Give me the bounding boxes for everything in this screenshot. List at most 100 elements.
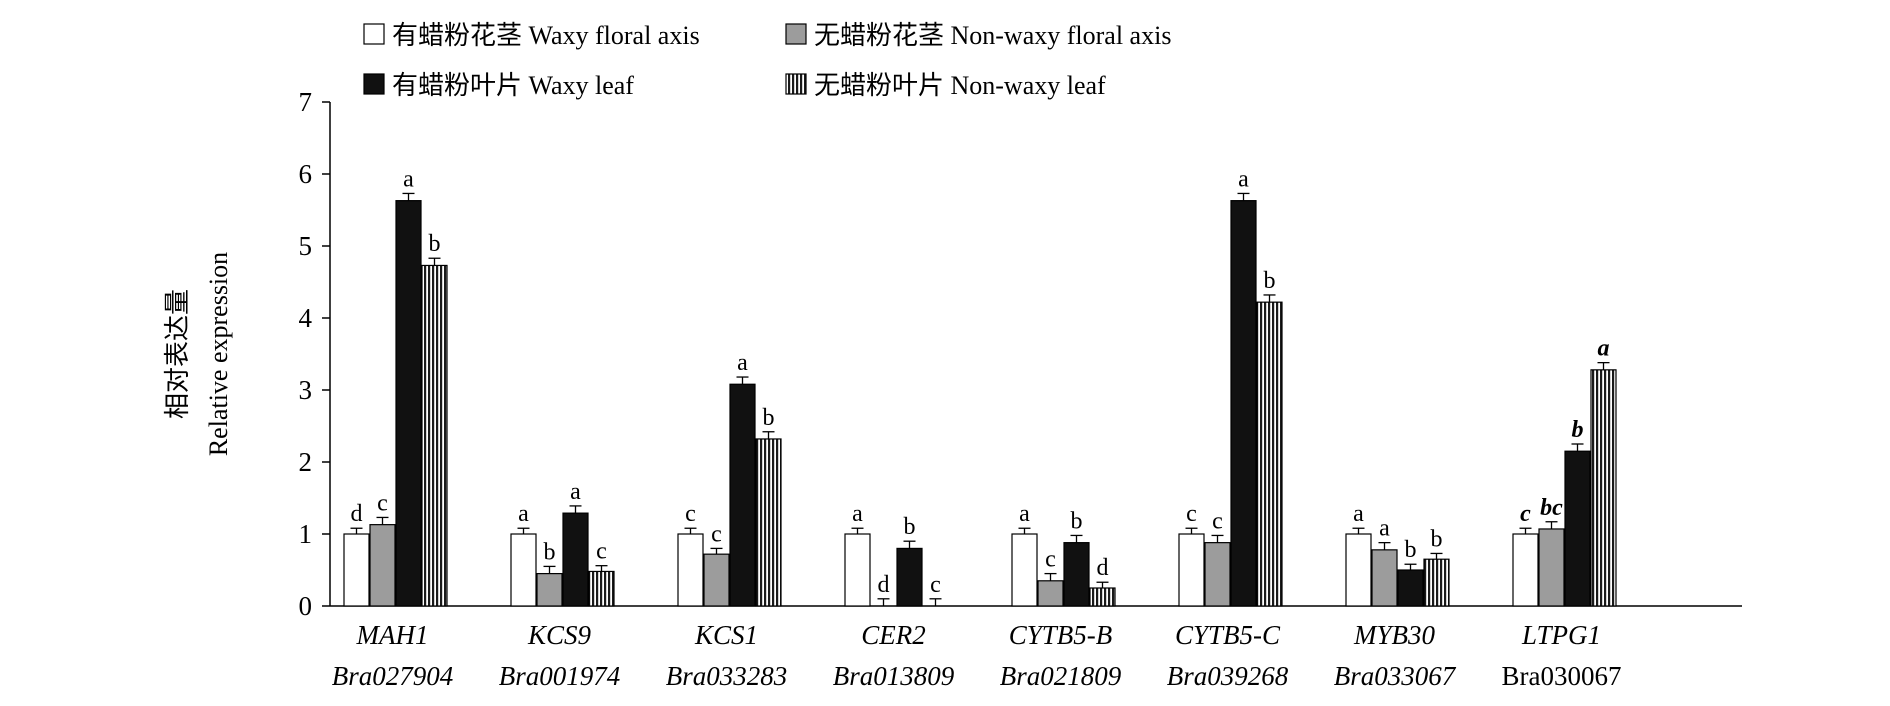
- bar: [1397, 569, 1424, 607]
- significance-letter: a: [1238, 166, 1249, 192]
- x-tick-label-id: Bra039268: [1167, 661, 1289, 691]
- x-tick-label-id: Bra021809: [1000, 661, 1122, 691]
- significance-letter: a: [852, 501, 863, 527]
- x-tick-label-gene: KCS9: [527, 620, 592, 650]
- x-tick-label-gene: CYTB5-C: [1175, 620, 1281, 650]
- y-tick-label: 7: [299, 87, 313, 117]
- significance-letter: c: [377, 490, 388, 516]
- significance-letter: b: [1071, 508, 1083, 534]
- bar: [1538, 528, 1565, 607]
- y-ticks: 0 1 2 3 4 5 6 7: [299, 87, 330, 621]
- bar: [1256, 301, 1283, 607]
- significance-letter: c: [711, 521, 722, 547]
- significance-letter: bc: [1540, 495, 1563, 521]
- y-axis-title-cn: 相对表达量: [163, 289, 192, 419]
- legend-item: 无蜡粉花茎 Non-waxy floral axis: [785, 21, 1171, 50]
- legend-label: 无蜡粉花茎 Non-waxy floral axis: [814, 21, 1171, 50]
- legend-item: 有蜡粉花茎 Waxy floral axis: [363, 21, 700, 50]
- significance-letter: b: [763, 405, 775, 431]
- x-labels: MAH1 Bra027904 KCS9 Bra001974 KCS1 Bra033283 C…: [332, 620, 1622, 691]
- significance-letter: d: [878, 572, 890, 598]
- significance-letter: b: [1572, 417, 1584, 443]
- x-tick-label-id: Bra027904: [332, 661, 454, 691]
- significance-letter: c: [1186, 501, 1197, 527]
- significance-letter: d: [1097, 555, 1109, 581]
- x-tick-label-id: Bra013809: [833, 661, 955, 691]
- bar-group: a d b c: [844, 501, 942, 607]
- significance-letter: a: [1353, 501, 1364, 527]
- legend: 有蜡粉花茎 Waxy floral axis 无蜡粉花茎 Non-waxy flo…: [363, 21, 1171, 100]
- bar: [844, 533, 871, 607]
- significance-letter: b: [429, 231, 441, 257]
- bar: [510, 533, 537, 607]
- x-tick-label-gene: CER2: [861, 620, 926, 650]
- bar: [1037, 580, 1064, 607]
- significance-letter: a: [1379, 516, 1390, 542]
- significance-letter: a: [403, 166, 414, 192]
- x-tick-label-gene: LTPG1: [1521, 620, 1601, 650]
- bar: [562, 512, 589, 607]
- bar: [1345, 533, 1372, 607]
- y-tick-label: 0: [299, 591, 313, 621]
- significance-letter: c: [930, 572, 941, 598]
- bar: [755, 438, 782, 607]
- legend-label: 无蜡粉叶片 Non-waxy leaf: [814, 71, 1106, 100]
- bar: [343, 533, 370, 607]
- significance-letter: c: [596, 539, 607, 565]
- bar: [729, 383, 756, 607]
- bar: [1204, 542, 1231, 607]
- significance-letter: b: [904, 514, 916, 540]
- bar: [1178, 533, 1205, 607]
- bar: [536, 572, 563, 607]
- significance-letter: a: [570, 479, 581, 505]
- bar: [1564, 450, 1591, 607]
- significance-letter: a: [737, 350, 748, 376]
- legend-swatch: [363, 23, 385, 45]
- significance-letter: a: [1019, 501, 1030, 527]
- bar: [703, 553, 730, 607]
- significance-letter: d: [351, 501, 363, 527]
- legend-item: 无蜡粉叶片 Non-waxy leaf: [785, 71, 1106, 100]
- legend-swatch: [785, 73, 807, 95]
- y-tick-label: 1: [299, 519, 313, 549]
- y-tick-label: 5: [299, 231, 313, 261]
- bar: [588, 570, 615, 607]
- significance-letter: b: [1431, 526, 1443, 552]
- y-tick-label: 4: [299, 303, 313, 333]
- x-tick-label-gene: KCS1: [694, 620, 758, 650]
- x-tick-label-id: Bra033067: [1334, 661, 1457, 691]
- y-tick-label: 3: [299, 375, 313, 405]
- x-tick-label-gene: CYTB5-B: [1009, 620, 1113, 650]
- bar: [1230, 200, 1257, 607]
- bar: [1063, 542, 1090, 607]
- bar: [1423, 558, 1450, 607]
- legend-swatch: [785, 23, 807, 45]
- bar-group: c bc b a: [1512, 336, 1617, 607]
- bar-group: d c a b: [343, 166, 448, 607]
- bar-group: aab b: [1345, 501, 1450, 607]
- bar: [421, 264, 448, 607]
- bar: [677, 533, 704, 607]
- x-tick-label-id: Bra033283: [666, 661, 788, 691]
- bar: [1512, 533, 1539, 607]
- legend-item: 有蜡粉叶片 Waxy leaf: [363, 71, 634, 100]
- bar: [1590, 369, 1617, 607]
- y-tick-label: 2: [299, 447, 313, 477]
- significance-letter: c: [1520, 501, 1531, 527]
- x-tick-label-gene: MAH1: [356, 620, 429, 650]
- axes: [329, 102, 1742, 607]
- significance-letter: b: [1405, 537, 1417, 563]
- significance-letter: a: [1598, 336, 1610, 362]
- legend-label: 有蜡粉叶片 Waxy leaf: [392, 71, 634, 100]
- bar: [369, 524, 396, 607]
- significance-letter: a: [518, 501, 529, 527]
- significance-letter: b: [1264, 268, 1276, 294]
- x-tick-label-id: Bra030067: [1502, 661, 1622, 691]
- bar: [1089, 587, 1116, 607]
- bar: [395, 200, 422, 607]
- bar: [1011, 533, 1038, 607]
